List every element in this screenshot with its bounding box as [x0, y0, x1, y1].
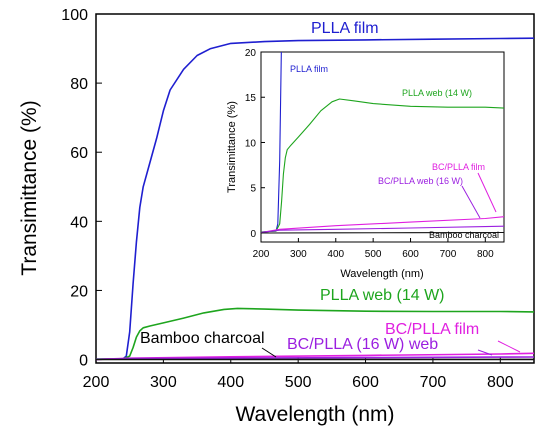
inset-y-tick-label: 20 [245, 48, 257, 59]
main-y-tick-label: 80 [70, 76, 88, 93]
main-y-tick-label: 100 [61, 7, 88, 24]
y-axis-title: Transimittance (%) [18, 100, 41, 275]
inset-x-tick-label: 700 [440, 249, 457, 260]
main-y-tick-label: 20 [70, 283, 88, 300]
main-series-label-0: PLLA film [311, 20, 379, 37]
main-series-label-4: Bamboo charcoal [140, 330, 265, 347]
inset-y-axis-title: Transimittance (%) [226, 101, 238, 193]
inset-axis-ticks: 200 300 400 500 600 700 800 0 5 10 15 20 [245, 48, 494, 260]
inset-x-axis-title: Wavelength (nm) [340, 268, 423, 280]
inset-series-line-3 [261, 225, 504, 234]
main-x-tick-label: 600 [352, 374, 379, 391]
main-label-leader-2 [261, 347, 277, 358]
inset-series-labels: PLLA film PLLA web (14 W) BC/PLLA film BC/P… [290, 64, 499, 240]
inset-series-label-2: BC/PLLA film [432, 162, 485, 172]
main-series-line-3 [96, 356, 534, 361]
inset-series-line-1 [261, 98, 504, 233]
inset-background [261, 52, 504, 242]
main-x-tick-label: 300 [150, 374, 177, 391]
main-series-label-2: BC/PLLA film [385, 321, 479, 338]
inset-series-label-4: Bamboo charcoal [429, 230, 499, 240]
inset-y-tick-label: 10 [245, 138, 257, 149]
inset-series-line-2 [261, 216, 504, 234]
main-plot-frame [95, 13, 535, 364]
inset-y-tick-label: 0 [250, 229, 256, 240]
main-label-leader-1 [477, 349, 493, 356]
x-axis-title: Wavelength (nm) [235, 403, 394, 426]
inset-series-label-1: PLLA web (14 W) [402, 88, 472, 98]
inset-series-label-3: BC/PLLA web (16 W) [378, 176, 463, 186]
main-y-tick-label: 40 [70, 214, 88, 231]
main-series-line-1 [96, 307, 534, 360]
main-x-tick-label: 200 [83, 374, 110, 391]
inset-x-tick-label: 500 [365, 249, 382, 260]
main-x-tick-label: 400 [217, 374, 244, 391]
inset-series-line-4 [261, 231, 504, 234]
main-x-tick-label: 800 [487, 374, 514, 391]
inset-y-tick-label: 15 [245, 93, 257, 104]
inset-plot-frame [260, 51, 505, 243]
inset-series-label-0: PLLA film [290, 64, 328, 74]
main-series-label-1: PLLA web (14 W) [320, 287, 445, 304]
inset-x-tick-label: 800 [477, 249, 494, 260]
main-x-tick-label: 500 [285, 374, 312, 391]
inset-x-tick-label: 300 [290, 249, 307, 260]
main-series-lines [96, 37, 534, 361]
main-y-tick-label: 0 [79, 353, 88, 370]
inset-label-leader-1 [461, 185, 481, 219]
main-x-tick-label: 700 [420, 374, 447, 391]
inset-y-tick-label: 5 [250, 184, 256, 195]
main-series-line-0 [96, 37, 534, 360]
inset-label-leader-0 [477, 172, 497, 213]
inset-x-tick-label: 200 [253, 249, 270, 260]
main-label-leader-0 [497, 340, 521, 353]
main-series-label-3: BC/PLLA (16 W) web [287, 336, 438, 353]
inset-series-lines [261, 52, 504, 234]
main-y-tick-label: 60 [70, 145, 88, 162]
inset-x-tick-label: 600 [402, 249, 419, 260]
inset-x-tick-label: 400 [327, 249, 344, 260]
